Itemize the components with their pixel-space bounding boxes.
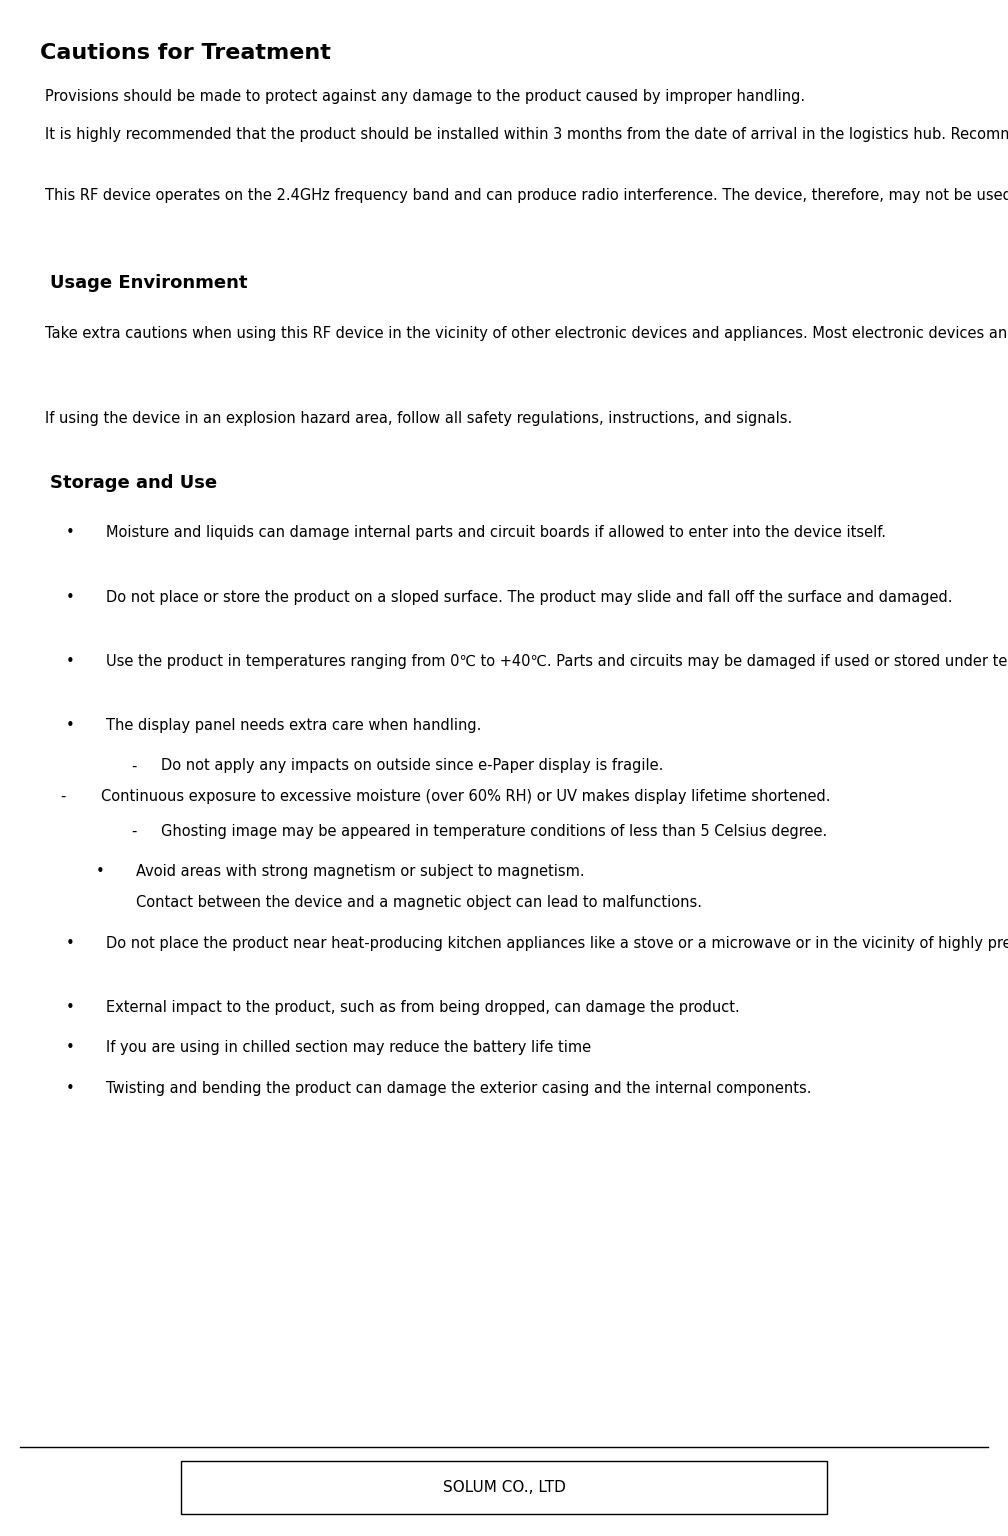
Text: Contact between the device and a magnetic object can lead to malfunctions.: Contact between the device and a magneti… (136, 895, 703, 911)
Text: Avoid areas with strong magnetism or subject to magnetism.: Avoid areas with strong magnetism or sub… (136, 865, 585, 880)
FancyBboxPatch shape (181, 1461, 827, 1514)
Text: -: - (60, 790, 66, 805)
Text: -: - (131, 825, 136, 839)
Text: •: • (66, 654, 75, 668)
Text: Cautions for Treatment: Cautions for Treatment (40, 43, 332, 63)
Text: •: • (66, 1000, 75, 1015)
Text: Do not place the product near heat-producing kitchen appliances like a stove or : Do not place the product near heat-produ… (106, 935, 1008, 951)
Text: Use the product in temperatures ranging from 0℃ to +40℃. Parts and circuits may : Use the product in temperatures ranging … (106, 654, 1008, 668)
Text: If you are using in chilled section may reduce the battery life time: If you are using in chilled section may … (106, 1040, 591, 1055)
Text: Do not apply any impacts on outside since e-Paper display is fragile.: Do not apply any impacts on outside sinc… (161, 759, 663, 774)
Text: External impact to the product, such as from being dropped, can damage the produ: External impact to the product, such as … (106, 1000, 740, 1015)
Text: If using the device in an explosion hazard area, follow all safety regulations, : If using the device in an explosion haza… (45, 412, 792, 427)
Text: Storage and Use: Storage and Use (50, 473, 218, 492)
Text: Continuous exposure to excessive moisture (over 60% RH) or UV makes display life: Continuous exposure to excessive moistur… (101, 790, 831, 805)
Text: SOLUM CO., LTD: SOLUM CO., LTD (443, 1481, 565, 1495)
Text: Ghosting image may be appeared in temperature conditions of less than 5 Celsius : Ghosting image may be appeared in temper… (161, 825, 828, 839)
Text: Twisting and bending the product can damage the exterior casing and the internal: Twisting and bending the product can dam… (106, 1081, 811, 1095)
Text: •: • (66, 1040, 75, 1055)
Text: •: • (66, 525, 75, 541)
Text: Moisture and liquids can damage internal parts and circuit boards if allowed to : Moisture and liquids can damage internal… (106, 525, 886, 541)
Text: •: • (66, 719, 75, 733)
Text: •: • (66, 935, 75, 951)
Text: -: - (131, 759, 136, 774)
Text: This RF device operates on the 2.4GHz frequency band and can produce radio inter: This RF device operates on the 2.4GHz fr… (45, 189, 1008, 203)
Text: The display panel needs extra care when handling.: The display panel needs extra care when … (106, 719, 481, 733)
Text: Do not place or store the product on a sloped surface. The product may slide and: Do not place or store the product on a s… (106, 590, 953, 605)
Text: It is highly recommended that the product should be installed within 3 months fr: It is highly recommended that the produc… (45, 127, 1008, 141)
Text: •: • (96, 865, 105, 880)
Text: •: • (66, 590, 75, 605)
Text: •: • (66, 1081, 75, 1095)
Text: Take extra cautions when using this RF device in the vicinity of other electroni: Take extra cautions when using this RF d… (45, 326, 1008, 341)
Text: Provisions should be made to protect against any damage to the product caused by: Provisions should be made to protect aga… (45, 89, 805, 104)
Text: Usage Environment: Usage Environment (50, 275, 248, 292)
